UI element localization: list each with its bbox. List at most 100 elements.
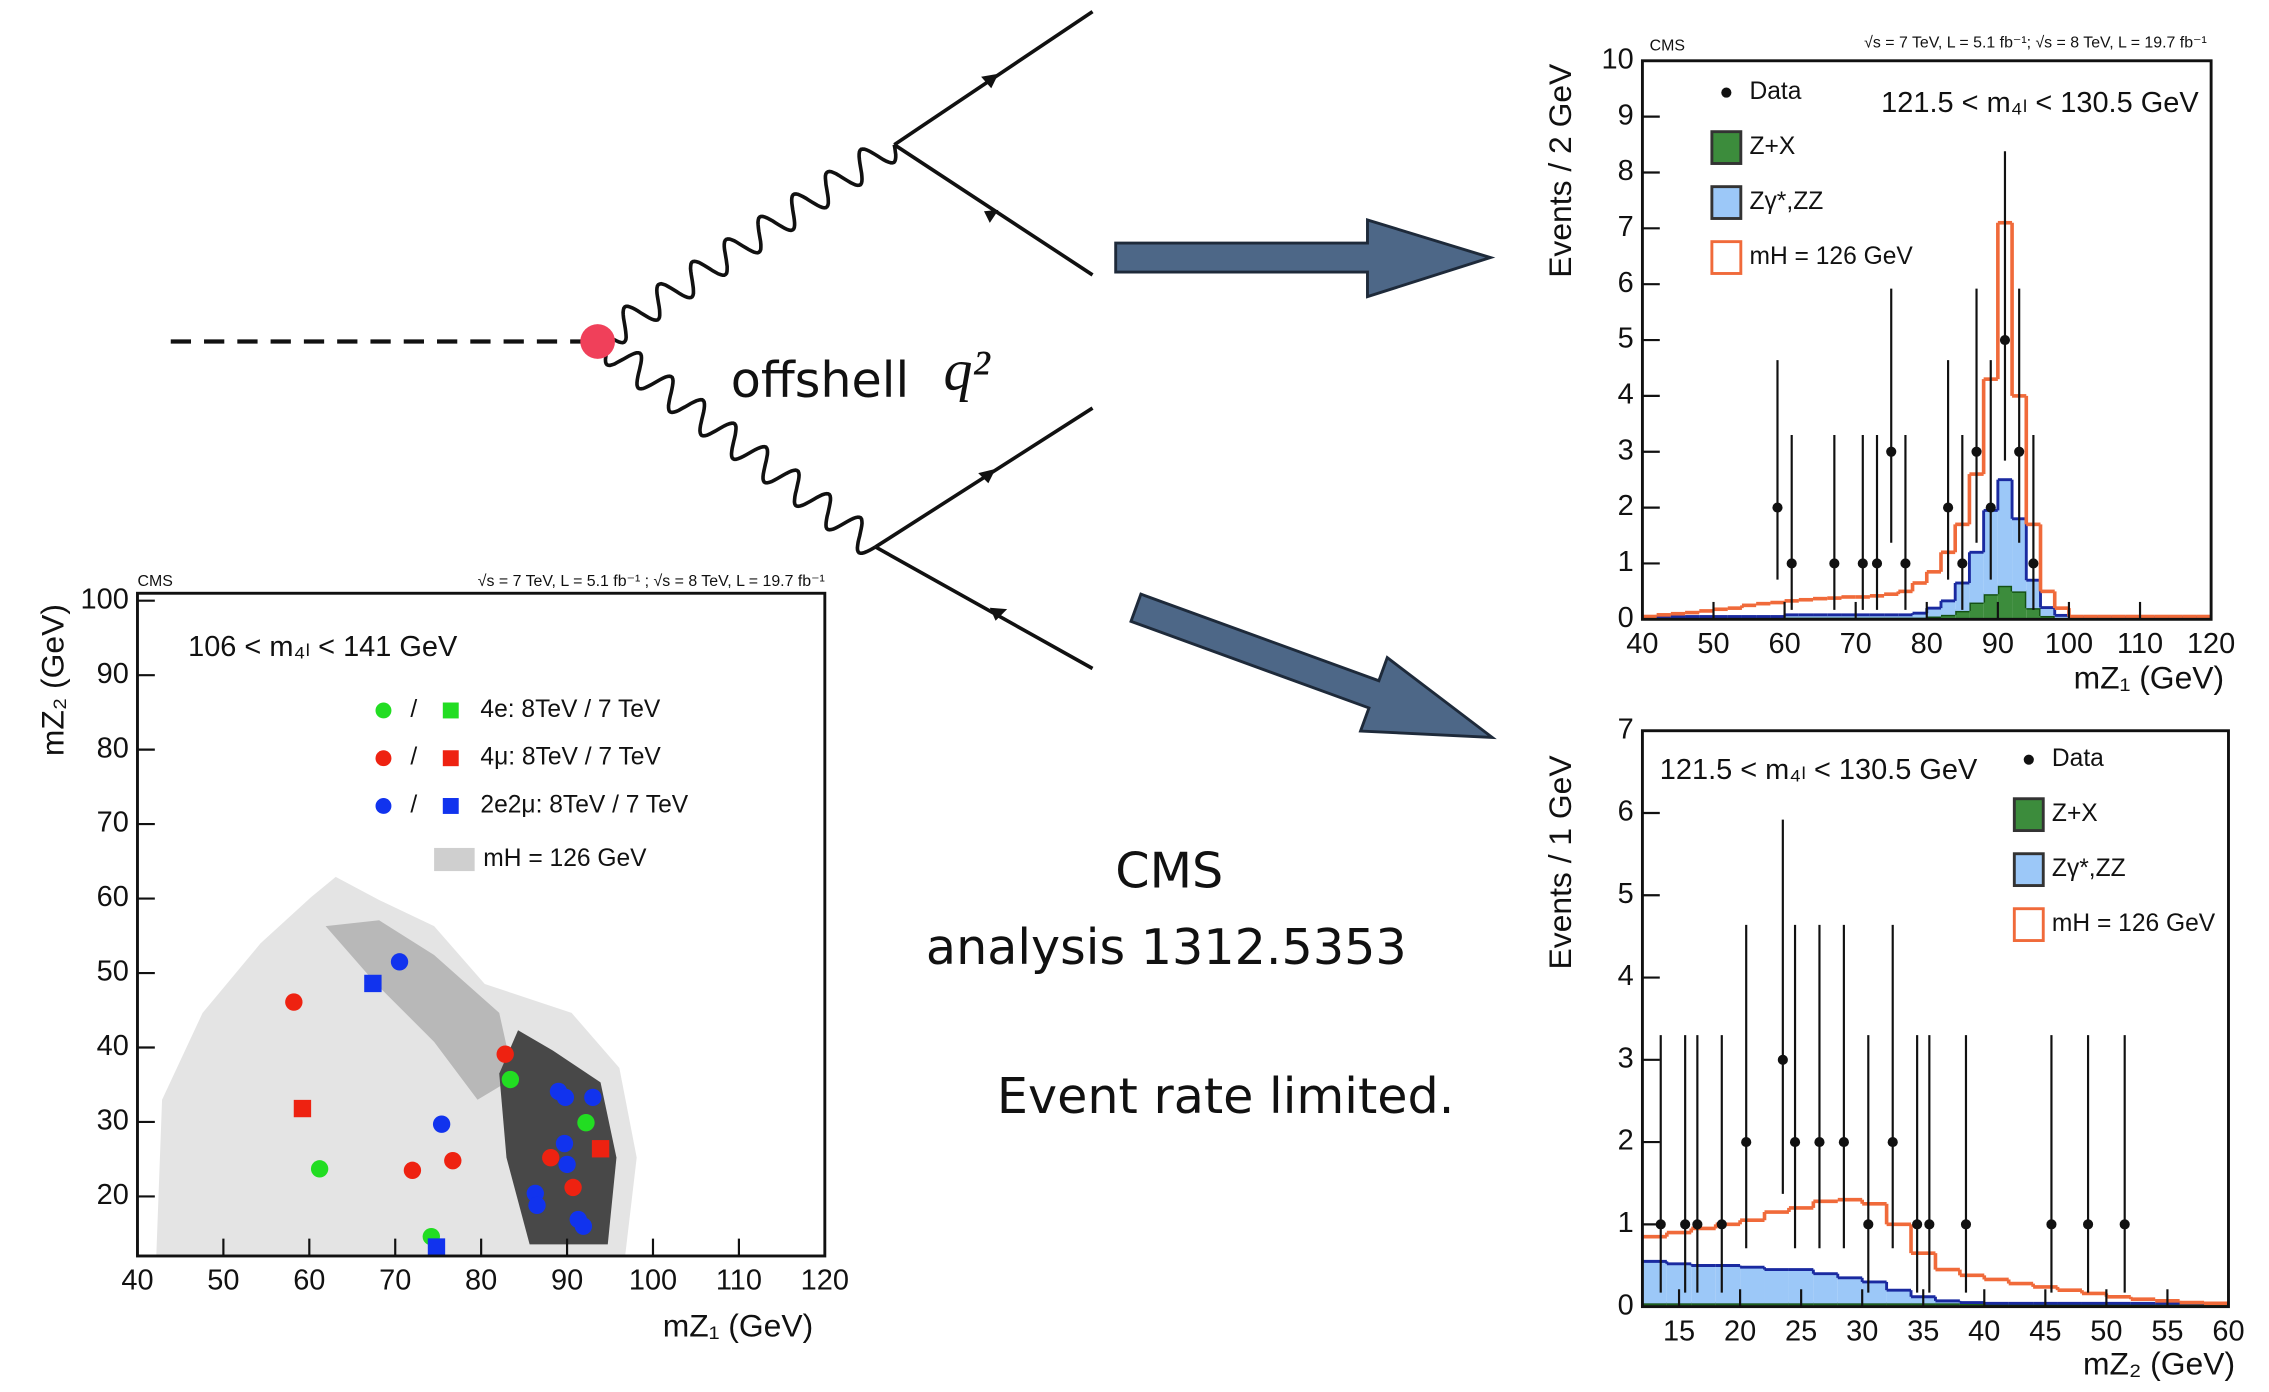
bin-bar xyxy=(1862,1303,1887,1307)
bin-bar xyxy=(1764,1269,1789,1304)
bin-bar xyxy=(1997,585,2013,620)
x-tick-label: 60 xyxy=(1769,628,1801,660)
x-tick-label: 120 xyxy=(801,1265,849,1297)
y-tick-label: 100 xyxy=(81,583,129,615)
annotation: 106 < m₄ₗ < 141 GeV xyxy=(188,631,458,663)
legend-swatch xyxy=(2012,907,2045,942)
point-8tev xyxy=(501,1070,520,1089)
legend-label: 2e2μ: 8TeV / 7 TeV xyxy=(480,791,688,818)
y-tick-label: 0 xyxy=(1618,602,1634,634)
x-tick-label: 70 xyxy=(1840,628,1872,660)
point-8tev xyxy=(390,953,409,971)
feynman-diagram: offshell q² xyxy=(170,10,1094,671)
bin-bar xyxy=(2012,591,2027,620)
bin-bar xyxy=(1813,1273,1838,1304)
y-tick-label: 40 xyxy=(97,1030,129,1062)
y-tick-label: 1 xyxy=(1618,1207,1634,1239)
y-tick-label: 30 xyxy=(97,1105,129,1137)
y-axis-label: Events / 2 GeV xyxy=(1542,63,1578,278)
bin-bar xyxy=(2040,607,2055,616)
photon-line xyxy=(603,346,877,555)
bin-bar xyxy=(1969,552,1984,603)
y-tick-label: 3 xyxy=(1618,434,1634,466)
x-tick-label: 110 xyxy=(2117,628,2163,660)
x-tick-label: 80 xyxy=(1911,628,1943,660)
fermion-arrow xyxy=(981,73,999,89)
bin-bar xyxy=(1837,1303,1863,1307)
bin-bar xyxy=(1764,1303,1789,1307)
bin-bar xyxy=(1740,1303,1765,1307)
y-tick-label: 90 xyxy=(97,658,129,690)
density-medium xyxy=(325,920,514,1100)
data-point xyxy=(2028,558,2039,569)
x-tick-label: 50 xyxy=(207,1265,239,1297)
legend-label: Zγ*,ZZ xyxy=(2052,855,2126,882)
y-tick-label: 7 xyxy=(1618,713,1634,745)
y-tick-label: 70 xyxy=(97,807,129,839)
legend-square xyxy=(442,750,459,767)
point-8tev xyxy=(528,1196,546,1215)
bin-bar xyxy=(1969,602,1984,620)
experiment-label: CMS xyxy=(137,573,172,590)
legend-swatch xyxy=(1710,130,1743,165)
legend-label: mH = 126 GeV xyxy=(1750,243,1914,270)
x-tick-label: 70 xyxy=(379,1265,411,1297)
bin-bar xyxy=(1715,1303,1741,1307)
y-tick-label: 5 xyxy=(1618,878,1634,910)
point-8tev xyxy=(444,1151,462,1170)
legend-separator: / xyxy=(410,791,417,818)
y-tick-label: 4 xyxy=(1618,960,1634,992)
y-tick-label: 5 xyxy=(1618,323,1634,355)
data-point xyxy=(1829,558,1840,569)
x-tick-label: 90 xyxy=(551,1265,583,1297)
x-tick-label: 90 xyxy=(1982,628,2014,660)
legend-marker xyxy=(1721,87,1732,98)
x-tick-label: 60 xyxy=(2212,1315,2244,1347)
y-tick-label: 3 xyxy=(1618,1042,1634,1074)
bin-bar xyxy=(1886,1303,1912,1307)
x-axis-label: mZ₁ (GeV) xyxy=(663,1308,813,1344)
point-8tev xyxy=(574,1217,593,1235)
data-point xyxy=(1814,1137,1825,1148)
data-point xyxy=(1871,558,1883,569)
legend-swatch xyxy=(1710,185,1743,220)
bin-bar xyxy=(1955,610,1970,620)
legend-label: mH = 126 GeV xyxy=(483,845,647,872)
vertex xyxy=(580,324,616,359)
point-8tev xyxy=(285,993,303,1011)
bin-bar xyxy=(1837,1277,1863,1304)
point-7tev xyxy=(364,974,382,993)
data-point xyxy=(1716,1219,1727,1230)
data-point xyxy=(2083,1219,2094,1230)
annotation: 121.5 < m₄ₗ < 130.5 GeV xyxy=(1881,87,2199,119)
legend-swatch xyxy=(434,847,475,872)
data-point xyxy=(1960,1219,1972,1230)
x-tick-label: 35 xyxy=(1907,1315,1939,1347)
photon-line xyxy=(606,144,898,345)
x-tick-label: 120 xyxy=(2187,628,2235,660)
note: Event rate limited. xyxy=(997,1067,1454,1125)
y-tick-label: 8 xyxy=(1618,155,1634,187)
legend-circle xyxy=(375,702,392,719)
signal-density xyxy=(156,876,637,1256)
legend-label: 4μ: 8TeV / 7 TeV xyxy=(480,744,661,771)
x-axis-label: mZ₂ (GeV) xyxy=(2083,1345,2235,1381)
point-8tev xyxy=(432,1115,451,1133)
point-8tev xyxy=(564,1178,582,1197)
bin-bar xyxy=(1912,613,1927,618)
x-tick-label: 50 xyxy=(1697,628,1729,660)
data-point xyxy=(1655,1219,1666,1230)
bin-bar xyxy=(1642,1303,1667,1307)
caption-title: CMS xyxy=(1115,841,1223,899)
y-tick-label: 20 xyxy=(97,1179,129,1211)
data-point xyxy=(1999,334,2011,346)
data-point xyxy=(1971,446,1982,457)
legend-swatch xyxy=(2012,852,2045,888)
diagram-label: offshell xyxy=(731,351,909,409)
chart: 40 50 60 70 80 90 100 110 120 20 30 40 50 60 70 80 90 100… xyxy=(34,573,849,1344)
arrow xyxy=(1114,217,1496,299)
arrow-shape xyxy=(1114,217,1496,299)
diagram-math: q² xyxy=(943,337,991,402)
